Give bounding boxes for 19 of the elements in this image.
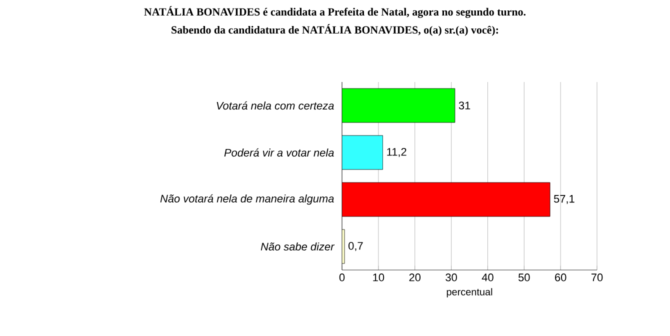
x-axis-title: percentual bbox=[446, 288, 492, 298]
y-tick-label: Poderá vir a votar nela bbox=[224, 148, 334, 157]
y-tick-label: Votará nela com certeza bbox=[216, 101, 334, 110]
x-tick-label: 10 bbox=[373, 274, 384, 282]
data-label: 11,2 bbox=[387, 148, 406, 158]
x-tick-label: 40 bbox=[482, 274, 494, 282]
x-tick-label: 0 bbox=[339, 274, 345, 282]
x-tick-label: 20 bbox=[409, 274, 421, 282]
data-label: 57,1 bbox=[554, 195, 574, 204]
x-tick-label: 50 bbox=[518, 274, 530, 282]
y-tick-label: Não votará nela de maneira alguma bbox=[160, 194, 334, 205]
y-tick-label: Não sabe dizer bbox=[260, 242, 335, 251]
chart-subtitle: Sabendo da candidatura de NATÁLIA BONAVIDES, o(a) sr.(a) você): bbox=[172, 24, 498, 36]
x-tick-label: 60 bbox=[555, 274, 566, 282]
x-tick-label: 30 bbox=[446, 274, 457, 282]
data-label: 0,7 bbox=[348, 242, 363, 252]
x-tick-label: 70 bbox=[591, 274, 603, 282]
chart-title: NATÁLIA BONAVIDES é candidata a Prefeita de Natal, agora no segundo turno. bbox=[144, 6, 526, 18]
data-label: 31 bbox=[458, 102, 470, 110]
